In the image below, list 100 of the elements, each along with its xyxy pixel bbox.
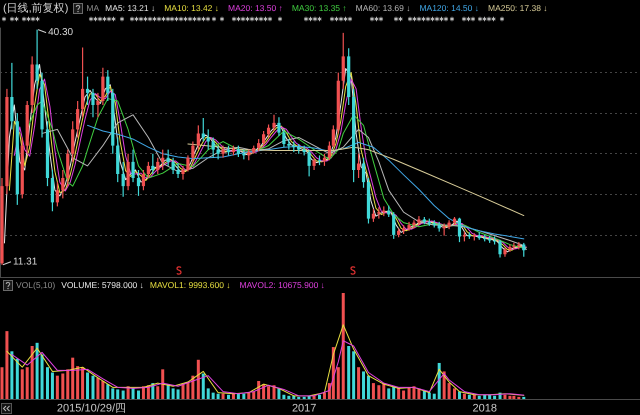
- candlestick: [292, 142, 296, 152]
- bar: [122, 390, 125, 399]
- candlestick: [196, 125, 200, 150]
- candlestick: [206, 129, 210, 150]
- bar: [40, 354, 44, 399]
- bar: [428, 392, 431, 399]
- bar: [503, 394, 506, 399]
- candlestick: [352, 88, 356, 182]
- candlestick: [402, 225, 406, 234]
- bar: [232, 394, 235, 399]
- bar: [96, 378, 100, 399]
- candlestick: [266, 124, 270, 138]
- candlestick: [66, 150, 70, 186]
- candlestick: [483, 234, 486, 242]
- bar: [267, 386, 270, 399]
- candlestick: [106, 70, 110, 101]
- candlestick: [372, 208, 376, 222]
- candlestick: [221, 146, 225, 158]
- bar: [242, 394, 246, 399]
- bar: [172, 388, 175, 399]
- candlestick: [297, 144, 300, 154]
- candlestick: [20, 137, 24, 198]
- candlestick: [277, 117, 281, 136]
- text: MAVOL2: 10675.900 ↓: [240, 280, 325, 290]
- candlestick: [166, 150, 170, 166]
- bar: [318, 394, 322, 399]
- candlestick: [522, 242, 526, 257]
- bar: [468, 394, 471, 399]
- candlestick: [347, 48, 350, 106]
- candlestick: [50, 170, 54, 212]
- candlestick: [156, 158, 160, 174]
- bar: [101, 380, 104, 399]
- candlestick: [452, 216, 456, 226]
- candlestick: [40, 72, 44, 138]
- bar: [397, 388, 400, 399]
- annotation: 11.31: [12, 256, 38, 268]
- candlestick: [478, 232, 481, 240]
- bar: [372, 383, 375, 399]
- candlestick: [447, 220, 451, 230]
- candlestick: [146, 162, 150, 178]
- bar: [196, 360, 200, 399]
- candlestick: [161, 150, 164, 170]
- candlestick: [428, 218, 431, 226]
- candlestick: [212, 137, 215, 158]
- candlestick: [332, 125, 335, 148]
- candlestick: [46, 121, 50, 186]
- text: MA250: 17.38 ↓: [488, 3, 548, 13]
- candlestick: [76, 100, 80, 138]
- text: MA20: 13.50 ↑: [228, 3, 283, 13]
- candlestick: [116, 137, 120, 182]
- candlestick: [366, 178, 370, 224]
- bar: [493, 396, 496, 399]
- candlestick: [508, 244, 512, 252]
- bar: [106, 384, 110, 399]
- candlestick: [56, 182, 59, 206]
- bar: [30, 346, 34, 399]
- candlestick: [172, 158, 175, 174]
- bar: [50, 372, 54, 399]
- text: MA120: 14.50 ↓: [419, 3, 479, 13]
- candlestick: [61, 170, 64, 198]
- bar: [36, 342, 39, 399]
- candlestick: [498, 240, 502, 258]
- bar: [182, 384, 184, 399]
- candlestick: [312, 158, 316, 170]
- candlestick: [186, 155, 190, 172]
- x-tick-label: 2017: [292, 402, 316, 414]
- bar: [478, 396, 481, 399]
- candlestick: [442, 223, 446, 236]
- bar: [512, 396, 516, 399]
- candlestick: [336, 72, 340, 134]
- bar: [448, 383, 451, 399]
- candlestick: [151, 154, 154, 174]
- bar: [0, 367, 4, 399]
- bar: [287, 396, 290, 399]
- text: MA30: 13.35 ↑: [292, 3, 347, 13]
- candlestick: [10, 62, 14, 130]
- candlestick: [5, 88, 9, 194]
- bar: [366, 376, 370, 399]
- candlestick: [287, 139, 290, 150]
- candlestick: [328, 142, 331, 160]
- bar: [222, 394, 225, 399]
- candlestick: [252, 146, 256, 154]
- x-tick-label: 2018: [472, 402, 497, 414]
- bar: [176, 389, 180, 399]
- bar: [382, 383, 386, 399]
- text: MA5: 13.21 ↓: [105, 3, 156, 13]
- bar: [56, 376, 59, 399]
- candlestick: [387, 206, 390, 217]
- bar: [357, 367, 360, 399]
- text: MA60: 13.69 ↓: [356, 3, 410, 13]
- candlestick: [517, 242, 520, 250]
- bar: [10, 351, 14, 399]
- candlestick: [26, 100, 29, 154]
- candlestick: [282, 129, 286, 148]
- text: VOLUME: 5798.000 ↓: [61, 280, 144, 290]
- candlestick: [432, 220, 436, 228]
- candlestick: [362, 158, 366, 188]
- bar: [347, 346, 350, 399]
- candlestick: [30, 56, 34, 114]
- bar: [132, 388, 135, 399]
